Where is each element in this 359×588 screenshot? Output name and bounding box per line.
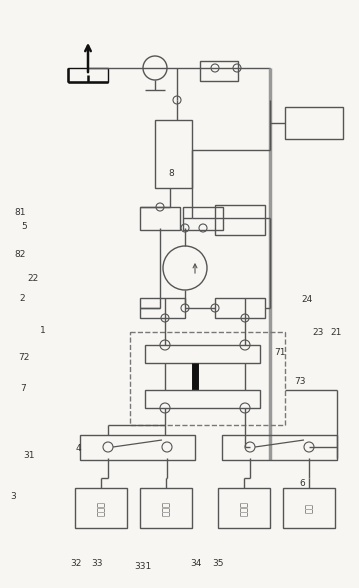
Text: 72: 72 [18, 353, 29, 362]
Text: 4: 4 [75, 443, 81, 453]
Bar [75, 488, 127, 528]
Text: 34: 34 [190, 559, 202, 568]
Text: 81: 81 [14, 208, 26, 218]
Text: 33: 33 [92, 559, 103, 568]
Text: 35: 35 [212, 559, 223, 568]
Text: 清洗液: 清洗液 [239, 500, 248, 516]
Bar [140, 298, 185, 318]
Text: 5: 5 [22, 222, 27, 231]
Text: 31: 31 [23, 451, 35, 460]
Text: 7: 7 [20, 383, 25, 393]
Text: 清洗液: 清洗液 [162, 500, 171, 516]
Text: 23: 23 [312, 328, 324, 337]
Text: 24: 24 [302, 295, 313, 305]
Bar [218, 488, 270, 528]
Bar [155, 120, 192, 188]
Bar [215, 298, 265, 318]
Bar [285, 107, 343, 139]
Bar [222, 435, 337, 460]
Text: 71: 71 [275, 348, 286, 358]
Bar [130, 332, 285, 425]
Bar [200, 61, 238, 81]
Text: 2: 2 [20, 294, 25, 303]
Text: 1: 1 [39, 326, 45, 335]
Text: 稺释液: 稺释液 [97, 500, 106, 516]
Bar [145, 390, 260, 408]
Bar [140, 488, 192, 528]
Text: 22: 22 [27, 273, 38, 283]
Bar [283, 488, 335, 528]
Text: 8: 8 [168, 169, 174, 178]
Bar [183, 207, 223, 230]
Text: 21: 21 [330, 328, 342, 337]
Bar [68, 68, 108, 82]
Text: 82: 82 [14, 249, 26, 259]
Text: 样品: 样品 [304, 503, 313, 513]
Bar [145, 345, 260, 363]
Text: 3: 3 [11, 492, 17, 502]
Bar [215, 205, 265, 235]
Bar [80, 435, 195, 460]
Text: 6: 6 [300, 479, 306, 488]
Text: 331: 331 [135, 562, 152, 571]
Text: 73: 73 [294, 376, 306, 386]
Text: 32: 32 [70, 559, 81, 568]
Bar [140, 207, 180, 230]
